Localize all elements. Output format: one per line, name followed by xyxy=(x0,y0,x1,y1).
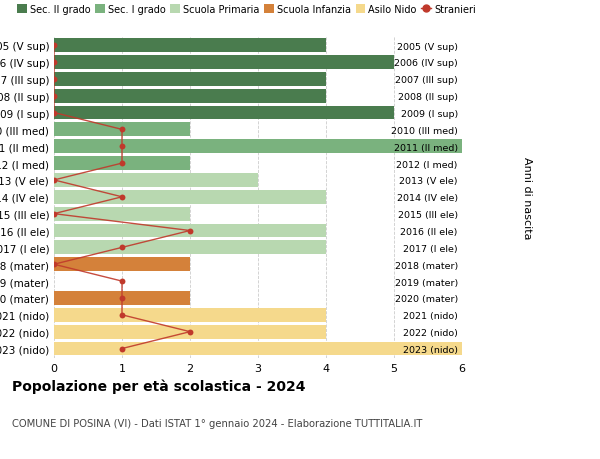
Point xyxy=(49,93,59,100)
Point xyxy=(49,76,59,83)
Point xyxy=(49,42,59,50)
Text: Popolazione per età scolastica - 2024: Popolazione per età scolastica - 2024 xyxy=(12,379,305,393)
Point xyxy=(49,211,59,218)
Bar xyxy=(54,106,394,120)
Point xyxy=(49,177,59,184)
Point xyxy=(117,194,127,201)
Point xyxy=(117,244,127,252)
Point xyxy=(49,261,59,269)
Point xyxy=(185,227,195,235)
Legend: Sec. II grado, Sec. I grado, Scuola Primaria, Scuola Infanzia, Asilo Nido, Stran: Sec. II grado, Sec. I grado, Scuola Prim… xyxy=(17,5,476,15)
Bar xyxy=(54,241,326,255)
Bar xyxy=(54,342,462,356)
Bar xyxy=(54,140,462,154)
Bar xyxy=(54,258,190,272)
Bar xyxy=(54,123,190,137)
Bar xyxy=(54,157,190,171)
Bar xyxy=(54,39,326,53)
Point xyxy=(117,312,127,319)
Bar xyxy=(54,56,394,70)
Bar xyxy=(54,190,326,204)
Bar xyxy=(54,224,326,238)
Point xyxy=(117,345,127,353)
Point xyxy=(49,59,59,67)
Bar xyxy=(54,207,190,221)
Bar xyxy=(54,291,190,305)
Bar xyxy=(54,90,326,103)
Bar xyxy=(54,73,326,86)
Bar xyxy=(54,308,326,322)
Point xyxy=(117,143,127,151)
Point xyxy=(49,110,59,117)
Point xyxy=(185,328,195,336)
Bar xyxy=(54,174,258,187)
Text: COMUNE DI POSINA (VI) - Dati ISTAT 1° gennaio 2024 - Elaborazione TUTTITALIA.IT: COMUNE DI POSINA (VI) - Dati ISTAT 1° ge… xyxy=(12,418,422,428)
Y-axis label: Anni di nascita: Anni di nascita xyxy=(522,156,532,239)
Point xyxy=(117,160,127,168)
Point xyxy=(117,278,127,285)
Point xyxy=(117,126,127,134)
Bar xyxy=(54,325,326,339)
Point xyxy=(117,295,127,302)
